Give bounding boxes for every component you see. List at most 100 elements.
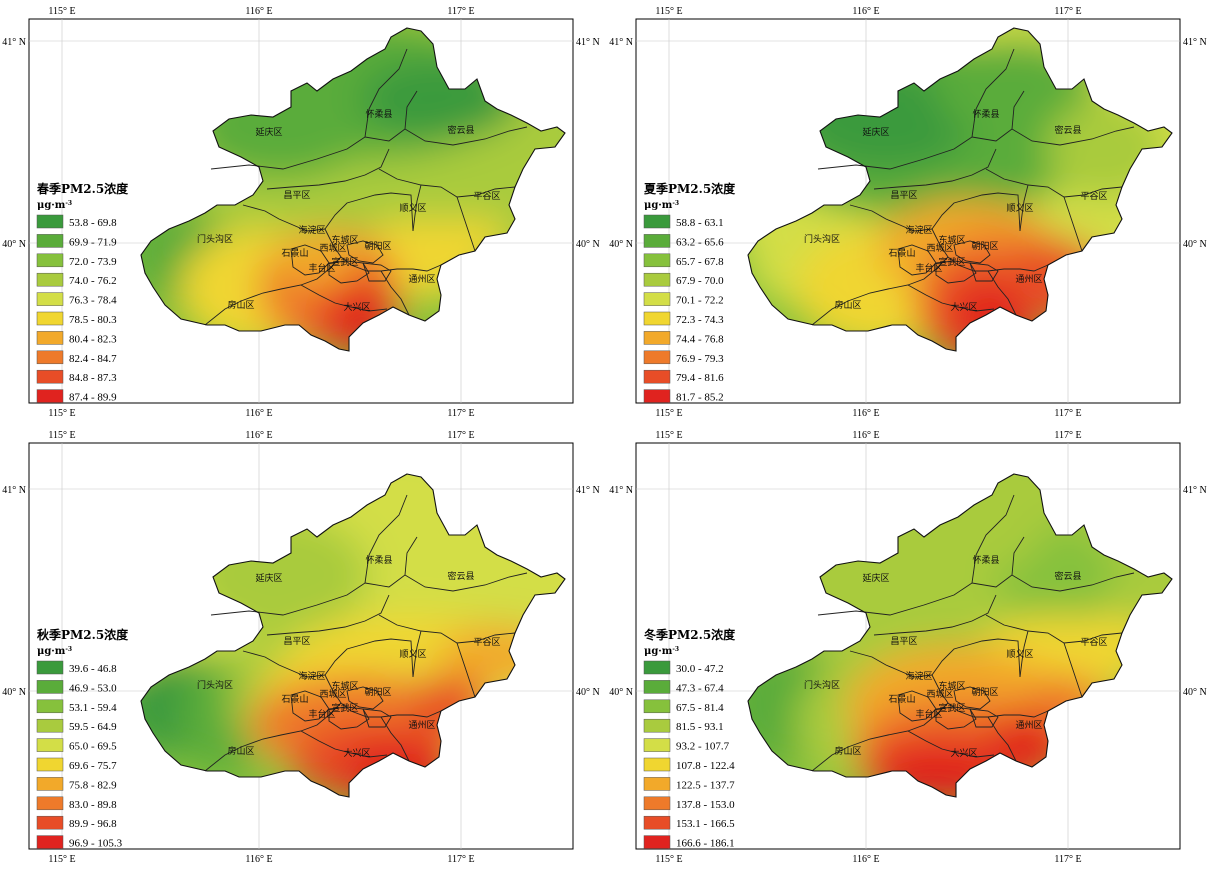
concentration-zone (1046, 99, 1166, 199)
legend-swatch (643, 389, 671, 403)
lat-label-right: 41° N (576, 485, 600, 496)
district-boundary (953, 240, 991, 264)
legend-swatch (36, 331, 64, 345)
city-boundary (140, 473, 566, 798)
district-boundary (242, 204, 326, 232)
district-boundary (817, 582, 973, 616)
district-boundary (266, 148, 390, 190)
map-frame (28, 442, 574, 850)
district-label: 石景山 (281, 248, 308, 259)
district-label: 昌平区 (283, 636, 310, 647)
legend-class-label: 59.5 - 64.9 (69, 721, 117, 733)
legend-class-label: 39.6 - 46.8 (69, 663, 117, 675)
district-label: 密云县 (447, 570, 474, 582)
pm25-surface (141, 474, 565, 797)
district-boundary (456, 642, 476, 698)
district-boundary (1063, 642, 1083, 698)
district-label: 东城区 (938, 680, 965, 692)
legend: 秋季PM2.5浓度 μg·m-3 39.6 - 46.8 46.9 - 53.0 53.… (36, 627, 129, 850)
district-label: 海淀区 (905, 670, 932, 682)
legend-title: 秋季PM2.5浓度 (37, 627, 129, 642)
legend-swatch (643, 272, 671, 287)
district-label: 石景山 (888, 694, 915, 705)
legend-class-label: 47.3 - 67.4 (676, 682, 724, 694)
district-boundary (300, 284, 388, 312)
legend-class-label: 65.7 - 67.8 (676, 256, 724, 268)
city-boundary (140, 27, 566, 352)
map-frame (635, 18, 1181, 404)
lon-label-bottom: 115° E (655, 408, 682, 419)
district-label: 东城区 (331, 234, 358, 246)
district-boundary (1011, 126, 1135, 146)
district-label: 平谷区 (1080, 637, 1107, 648)
district-label: 宣武区 (331, 702, 358, 714)
district-boundary (953, 686, 991, 710)
district-boundary (242, 650, 326, 678)
legend-class-label: 58.8 - 63.1 (676, 217, 724, 229)
legend-swatch (36, 253, 64, 268)
lon-label-top: 115° E (655, 430, 682, 441)
legend-class-label: 74.0 - 76.2 (69, 275, 117, 287)
legend-class-label: 81.7 - 85.2 (676, 392, 724, 404)
legend-class-label: 122.5 - 137.7 (676, 779, 735, 791)
district-boundary (210, 582, 366, 616)
legend-title: 春季PM2.5浓度 (36, 181, 129, 196)
district-label: 怀柔县 (365, 108, 392, 120)
legend: 夏季PM2.5浓度 μg·m-3 58.8 - 63.1 63.2 - 65.6 65.… (643, 181, 736, 404)
legend-class-label: 80.4 - 82.3 (69, 333, 117, 345)
district-boundary (364, 48, 408, 138)
district-label: 通州区 (1015, 720, 1042, 731)
concentration-zone (279, 229, 359, 289)
legend-class-label: 153.1 - 166.5 (676, 818, 735, 830)
district-label: 怀柔县 (972, 554, 999, 566)
district-label: 顺义区 (399, 649, 426, 660)
lat-label-left: 40° N (609, 239, 633, 250)
legend-swatch (643, 660, 671, 675)
district-label: 大兴区 (343, 747, 370, 759)
lon-label-top: 116° E (852, 6, 879, 17)
legend-swatch (643, 311, 671, 326)
district-boundary (971, 494, 1015, 584)
district-boundary (404, 572, 528, 592)
legend-unit: μg·m-3 (644, 200, 679, 212)
legend-swatch (36, 699, 64, 714)
legend: 春季PM2.5浓度 μg·m-3 53.8 - 69.8 69.9 - 71.9 72.… (36, 181, 129, 404)
concentration-zone (886, 475, 1046, 575)
lon-label-top: 115° E (48, 430, 75, 441)
district-boundary (210, 136, 366, 170)
legend-class-label: 76.3 - 78.4 (69, 295, 117, 307)
legend-swatch (36, 292, 64, 306)
district-boundary (907, 730, 995, 758)
lon-label-top: 116° E (852, 430, 879, 441)
legend-class-label: 89.9 - 96.8 (69, 818, 117, 830)
district-label: 大兴区 (950, 301, 977, 313)
legend-class-label: 74.4 - 76.8 (676, 333, 724, 345)
legend-class-label: 83.0 - 89.8 (69, 799, 117, 811)
district-label: 房山区 (834, 745, 861, 757)
legend-class-label: 46.9 - 53.0 (69, 682, 117, 694)
district-label: 密云县 (1054, 570, 1081, 582)
legend-swatch (36, 757, 64, 772)
district-label: 海淀区 (298, 670, 325, 682)
legend-swatch (643, 331, 671, 345)
lon-label-bottom: 116° E (852, 854, 879, 865)
district-label: 通州区 (1015, 274, 1042, 285)
district-boundary (935, 706, 977, 730)
district-label: 延庆区 (255, 572, 282, 584)
district-label: 房山区 (227, 299, 254, 311)
district-boundary (324, 674, 442, 718)
legend-class-label: 166.6 - 186.1 (676, 838, 735, 850)
district-label: 丰台区 (915, 262, 942, 274)
legend-swatch (643, 350, 671, 365)
district-boundary (204, 256, 342, 326)
district-label: 昌平区 (890, 190, 917, 201)
lon-label-bottom: 116° E (245, 408, 272, 419)
district-boundary (931, 192, 1021, 232)
lat-label-left: 41° N (609, 37, 633, 48)
district-boundary (1019, 184, 1029, 232)
lat-label-left: 41° N (2, 37, 26, 48)
legend-class-label: 107.8 - 122.4 (676, 760, 735, 772)
